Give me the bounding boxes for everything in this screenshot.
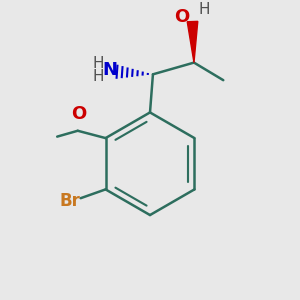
Text: Br: Br xyxy=(59,191,80,209)
Text: O: O xyxy=(72,105,87,123)
Text: H: H xyxy=(93,56,104,71)
Text: O: O xyxy=(174,8,189,26)
Text: H: H xyxy=(199,2,210,17)
Text: N: N xyxy=(102,61,117,79)
Polygon shape xyxy=(187,21,198,63)
Text: H: H xyxy=(93,69,104,84)
